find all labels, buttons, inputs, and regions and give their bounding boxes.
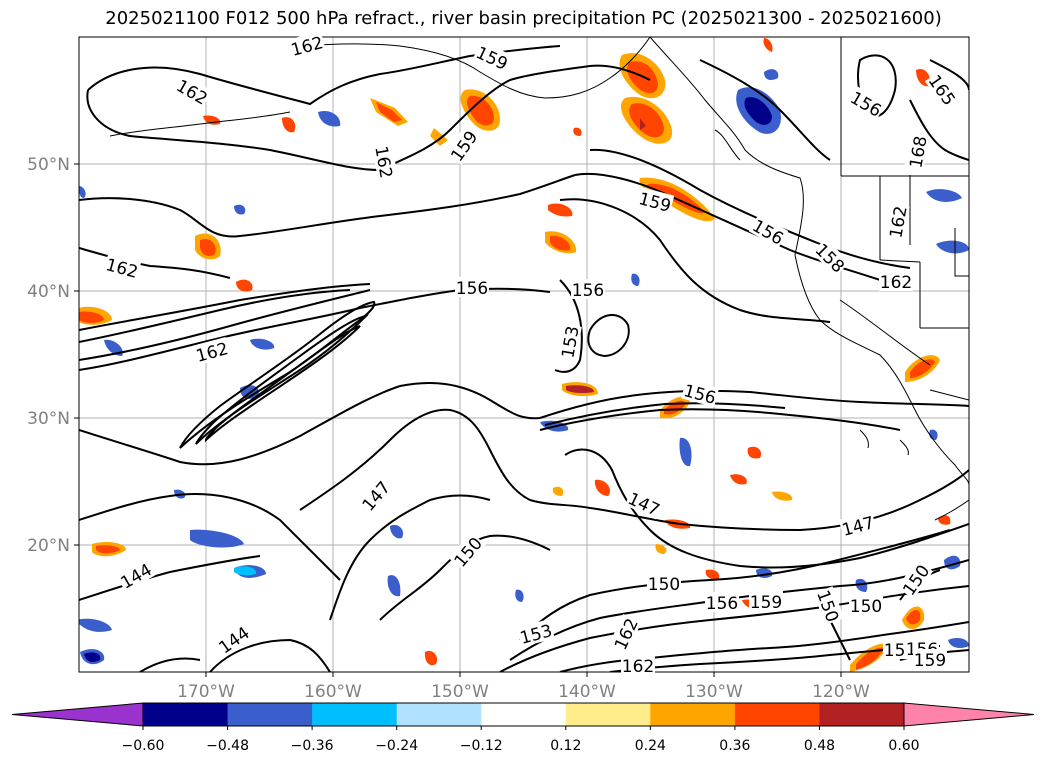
colorbar-segment — [227, 703, 313, 726]
longitude-tick-group: 170°W 160°W 150°W 140°W 130°W 120°W — [177, 672, 870, 702]
contour-label: 150 — [850, 597, 882, 617]
colorbar-segment — [481, 703, 567, 726]
contour-label: 156 — [572, 281, 604, 301]
lat-tick-label: 20°N — [27, 536, 70, 556]
lat-tick-label: 40°N — [27, 282, 70, 302]
contour-label: 162 — [622, 657, 654, 677]
colorbar-segment — [312, 703, 398, 726]
colorbar-tick-label: −0.48 — [206, 738, 249, 754]
colorbar-extend-low — [11, 702, 144, 727]
colorbar-segment — [734, 703, 820, 726]
colorbar-segment — [650, 703, 736, 726]
colorbar-outline — [142, 702, 905, 727]
contour-label: 159 — [750, 593, 782, 613]
lat-tick-label: 30°N — [27, 409, 70, 429]
lon-tick-label: 140°W — [558, 682, 616, 702]
colorbar-extend-high — [903, 702, 1035, 727]
lon-tick-label: 130°W — [685, 682, 743, 702]
colorbar-tick-label: 0.12 — [550, 738, 581, 754]
colorbar-segment — [396, 703, 482, 726]
colorbar-tick-label: 0.36 — [719, 738, 750, 754]
lon-tick-label: 170°W — [177, 682, 235, 702]
colorbar-tick-label: −0.36 — [291, 738, 334, 754]
contour-label: 150 — [648, 575, 680, 595]
colorbar-segment — [819, 703, 905, 726]
contour-label: 156 — [706, 594, 738, 614]
map-frame — [78, 36, 970, 673]
contour-label: 159 — [914, 651, 946, 671]
contour-label: 162 — [880, 273, 912, 293]
colorbar-tick-label: −0.24 — [375, 738, 418, 754]
colorbar-tick-label: 0.24 — [635, 738, 666, 754]
lat-tick-label: 50°N — [27, 155, 70, 175]
lon-tick-label: 120°W — [812, 682, 870, 702]
colorbar-tick-label: 0.48 — [804, 738, 835, 754]
lon-tick-label: 160°W — [304, 682, 362, 702]
colorbar-tick-label: −0.12 — [460, 738, 503, 754]
colorbar — [11, 702, 1035, 727]
colorbar-tick-label: 0.60 — [888, 738, 919, 754]
chart-title: 2025021100 F012 500 hPa refract., river … — [105, 8, 942, 29]
coastlines — [109, 37, 969, 521]
colorbar-segment — [565, 703, 651, 726]
refractivity-contours — [79, 45, 969, 672]
lon-tick-label: 150°W — [431, 682, 489, 702]
colorbar-tick-label: −0.60 — [122, 738, 165, 754]
contour-label: 156 — [456, 279, 488, 299]
latitude-tick-group: 50°N 40°N 30°N 20°N — [27, 155, 79, 556]
colorbar-segment — [143, 703, 229, 726]
colorbar-tick-labels: −0.60 −0.48 −0.36 −0.24 −0.12 0.12 0.24 0.36 0.4… — [122, 726, 920, 754]
